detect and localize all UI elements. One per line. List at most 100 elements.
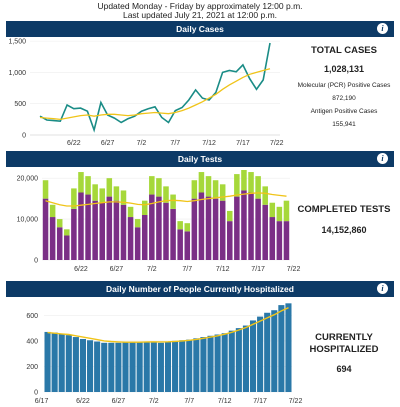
antigen-test-bar [248, 172, 254, 193]
hospitalized-bar [278, 305, 285, 392]
molecular-test-bar [177, 229, 183, 260]
hospitalized-bar [179, 340, 186, 392]
antigen-test-bar [184, 223, 191, 232]
antigen-test-bar [212, 180, 219, 199]
y-tick-label: 200 [26, 364, 38, 371]
hospitalized-bar [72, 337, 79, 392]
molecular-test-bar [85, 194, 91, 260]
antigen-test-bar [42, 180, 49, 199]
hospitalized-bar [157, 342, 164, 392]
pcr-label: Molecular (PCR) Positive Cases [297, 82, 391, 89]
hospitalized-bar [51, 332, 58, 392]
antigen-test-bar [163, 186, 169, 203]
info-icon[interactable]: i [377, 23, 388, 34]
y-tick-label: 600 [26, 313, 38, 320]
hospitalized-bar [143, 341, 150, 392]
y-tick-label: 1,000 [8, 70, 26, 77]
molecular-test-bar [227, 221, 233, 260]
hospitalized-bar [129, 342, 136, 392]
hospitalized-bar [249, 320, 257, 392]
hospitalized-bar [79, 338, 87, 392]
y-tick-label: 0 [34, 390, 38, 397]
antigen-test-bar [276, 206, 283, 222]
molecular-test-bar [170, 208, 176, 260]
molecular-test-bar [198, 192, 205, 260]
molecular-test-bar [120, 204, 127, 260]
daily-cases-header: Daily Cases i [6, 21, 394, 37]
hospitalized-bar [257, 316, 264, 392]
last-updated-text: Last updated July 21, 2021 at 12:00 p.m. [122, 10, 278, 20]
molecular-test-bar [56, 227, 63, 260]
x-tick-label: 6/17 [35, 398, 49, 405]
hospitalized-bar [58, 333, 65, 392]
antigen-test-bar [92, 184, 98, 201]
daily-tests-chart: 0 10,000 20,000 6/22 6/27 7/2 7/7 7/12 7/17 7/22 [17, 170, 300, 273]
antigen-test-bar [227, 210, 233, 222]
hospitalized-bar [65, 335, 72, 392]
antigen-test-bar [64, 229, 70, 236]
currently-hospitalized-value: 694 [336, 364, 352, 374]
molecular-test-bar [248, 192, 254, 260]
antigen-test-bar [283, 200, 290, 222]
daily-cases-title: Daily Cases [176, 24, 224, 34]
antigen-test-bar [127, 206, 134, 218]
hospitalized-bar [164, 341, 172, 392]
antigen-test-bar [149, 176, 155, 195]
molecular-test-bar [191, 198, 198, 260]
antigen-test-bar [234, 174, 240, 197]
antigen-value: 155,941 [332, 121, 356, 128]
hospitalized-bar [228, 330, 235, 392]
x-tick-label: 6/22 [74, 266, 88, 273]
x-tick-label: 7/17 [253, 398, 267, 405]
molecular-test-bar [113, 200, 120, 260]
hospitalized-chart: 0 200 400 600 6/17 6/22 6/27 7/2 7/7 7/12 7/17 7/22 [26, 303, 303, 405]
molecular-test-bar [106, 196, 113, 260]
hospitalized-bar [186, 339, 193, 392]
total-cases-value: 1,028,131 [323, 64, 365, 74]
tests-average-line [45, 192, 287, 207]
molecular-test-bar [212, 198, 219, 260]
antigen-test-bar [141, 200, 148, 215]
antigen-test-bar [255, 176, 261, 199]
update-schedule-text: Updated Monday - Friday by approximately… [97, 1, 303, 11]
hospitalized-bar [172, 340, 179, 392]
hospitalized-bar [150, 341, 157, 392]
antigen-test-bar [170, 194, 176, 209]
molecular-test-bar [255, 198, 261, 260]
molecular-test-bar [42, 198, 49, 260]
antigen-test-bar [262, 186, 268, 205]
molecular-test-bar [269, 217, 276, 260]
info-icon[interactable]: i [377, 153, 388, 164]
info-icon[interactable]: i [377, 283, 388, 294]
molecular-test-bar [156, 196, 162, 260]
antigen-test-bar [269, 202, 276, 218]
antigen-test-bar [177, 221, 183, 230]
x-tick-label: 7/22 [287, 266, 301, 273]
x-tick-label: 6/22 [76, 398, 90, 405]
molecular-test-bar [234, 196, 240, 260]
tests-stats: COMPLETED TESTS 14,152,860 [288, 204, 400, 235]
x-tick-label: 7/22 [289, 398, 303, 405]
hospitalized-average-line [47, 307, 289, 343]
antigen-label: Antigen Positive Cases [310, 108, 378, 115]
cases-line [39, 42, 271, 133]
molecular-test-bar [184, 231, 191, 260]
x-tick-label: 7/2 [149, 398, 159, 405]
hospitalized-bar [94, 341, 101, 392]
x-tick-label: 7/12 [218, 398, 232, 405]
cases-stats: TOTAL CASES 1,028,131 Molecular (PCR) Po… [288, 45, 400, 129]
hospitalized-bar [242, 325, 249, 392]
hospitalized-header: Daily Number of People Currently Hospita… [6, 281, 394, 297]
hospitalized-stats: CURRENTLY HOSPITALIZED 694 [288, 332, 400, 374]
x-tick-label: 7/2 [147, 266, 157, 273]
daily-tests-header: Daily Tests i [6, 151, 394, 167]
x-tick-label: 6/27 [112, 398, 126, 405]
total-cases-label: TOTAL CASES [311, 45, 377, 56]
completed-tests-label: COMPLETED TESTS [297, 204, 391, 215]
daily-tests-title: Daily Tests [177, 154, 223, 164]
molecular-test-bar [64, 235, 70, 260]
molecular-test-bar [92, 200, 98, 260]
hospitalized-bar [221, 333, 228, 392]
daily-cases-chart: 0 500 1,000 1,500 6/22 6/27 7/2 7/7 7/12 7/17 7/22 [8, 39, 283, 147]
molecular-test-bar [163, 202, 169, 260]
